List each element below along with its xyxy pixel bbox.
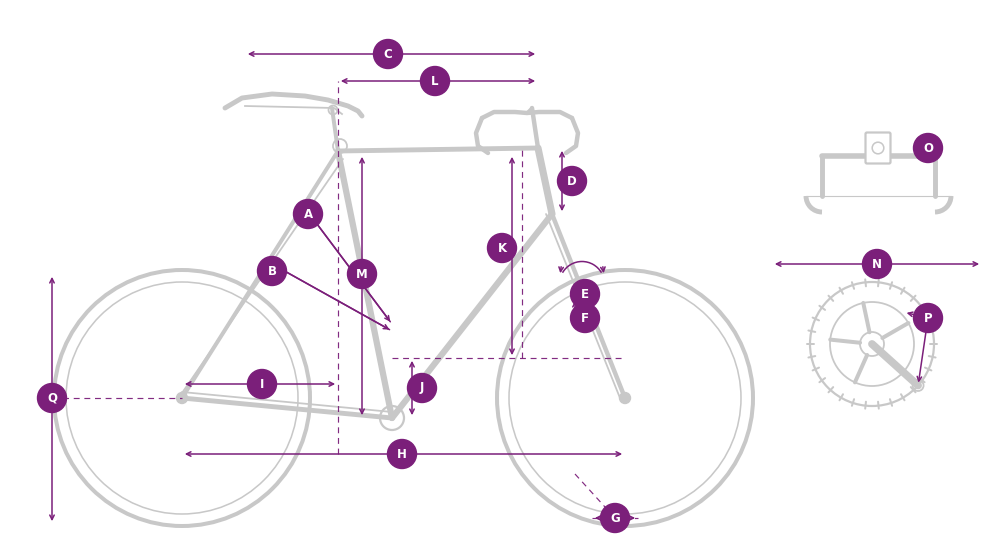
Circle shape — [600, 503, 630, 532]
Circle shape — [913, 133, 942, 162]
Circle shape — [258, 257, 287, 286]
Text: D: D — [567, 175, 577, 188]
Circle shape — [913, 303, 942, 332]
Circle shape — [248, 369, 276, 398]
Text: P: P — [924, 311, 932, 324]
Text: F: F — [581, 311, 589, 324]
Text: Q: Q — [47, 391, 57, 405]
Text: L: L — [431, 75, 439, 87]
Text: B: B — [268, 264, 276, 278]
Circle shape — [294, 199, 322, 228]
Circle shape — [348, 259, 376, 288]
Text: J: J — [420, 382, 424, 394]
Text: O: O — [923, 142, 933, 154]
Text: M: M — [356, 267, 368, 280]
Text: I: I — [260, 377, 264, 391]
Circle shape — [487, 234, 516, 263]
Text: C: C — [384, 48, 392, 61]
Text: E: E — [581, 287, 589, 301]
Circle shape — [570, 303, 600, 332]
Text: H: H — [397, 448, 407, 460]
Circle shape — [387, 440, 416, 468]
Circle shape — [176, 392, 188, 404]
Circle shape — [38, 383, 66, 413]
FancyBboxPatch shape — [865, 132, 890, 163]
Circle shape — [374, 40, 402, 69]
Circle shape — [570, 279, 600, 309]
Circle shape — [620, 392, 631, 404]
Circle shape — [408, 374, 436, 403]
Circle shape — [420, 66, 449, 95]
Text: A: A — [303, 207, 313, 220]
Text: N: N — [872, 257, 882, 271]
Text: K: K — [497, 242, 507, 255]
Circle shape — [862, 249, 892, 279]
Circle shape — [558, 167, 586, 196]
Text: G: G — [610, 511, 620, 525]
